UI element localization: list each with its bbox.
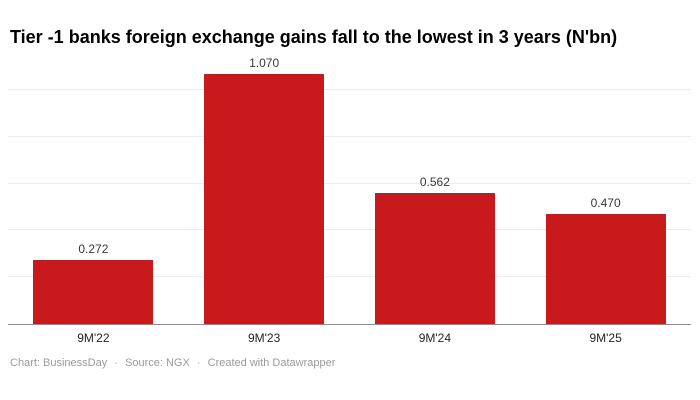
bar-value-label: 0.562 xyxy=(419,174,450,189)
bar-9M'25 xyxy=(545,214,666,324)
x-tick-label: 9M'25 xyxy=(589,331,622,345)
dot-separator: · xyxy=(114,357,118,369)
x-axis-labels: 9M'22 9M'23 9M'24 9M'25 xyxy=(8,331,691,345)
bar-9M'23 xyxy=(204,73,325,324)
gridline xyxy=(8,89,691,91)
x-tick-label: 9M'22 xyxy=(77,331,110,345)
dot-separator: · xyxy=(196,357,201,369)
bar-9M'22 xyxy=(33,260,154,324)
bars-container: 0.272 1.070 0.562 0.470 xyxy=(8,55,691,324)
bar-column: 1.070 xyxy=(179,55,350,324)
chart-credit-link[interactable]: Chart: BusinessDay xyxy=(10,357,108,369)
source-credit-link[interactable]: Source: NGX xyxy=(125,357,190,369)
bar-chart: 0.272 1.070 0.562 0.470 xyxy=(8,55,691,325)
x-tick-label: 9M'23 xyxy=(247,331,281,345)
gridline xyxy=(8,135,691,137)
bar-9M'24 xyxy=(374,192,495,324)
gridline xyxy=(8,276,691,278)
gridlines xyxy=(8,55,691,324)
footer-credits: Chart: BusinessDay · Source: NGX · Creat… xyxy=(10,357,335,369)
bar-column: 0.562 xyxy=(350,55,521,324)
bar-column: 0.272 xyxy=(8,55,179,324)
x-tick-label: 9M'24 xyxy=(418,331,452,345)
bar-value-label: 0.470 xyxy=(590,196,621,211)
gridline xyxy=(8,229,691,231)
x-axis-line xyxy=(8,323,691,325)
datawrapper-credit-link[interactable]: Created with Datawrapper xyxy=(207,357,336,369)
chart-title: Tier -1 banks foreign exchange gains fal… xyxy=(10,27,618,47)
bar-column: 0.470 xyxy=(520,55,691,324)
bar-value-label: 0.272 xyxy=(78,242,109,257)
gridline xyxy=(8,182,691,184)
bar-value-label: 1.070 xyxy=(249,55,280,70)
